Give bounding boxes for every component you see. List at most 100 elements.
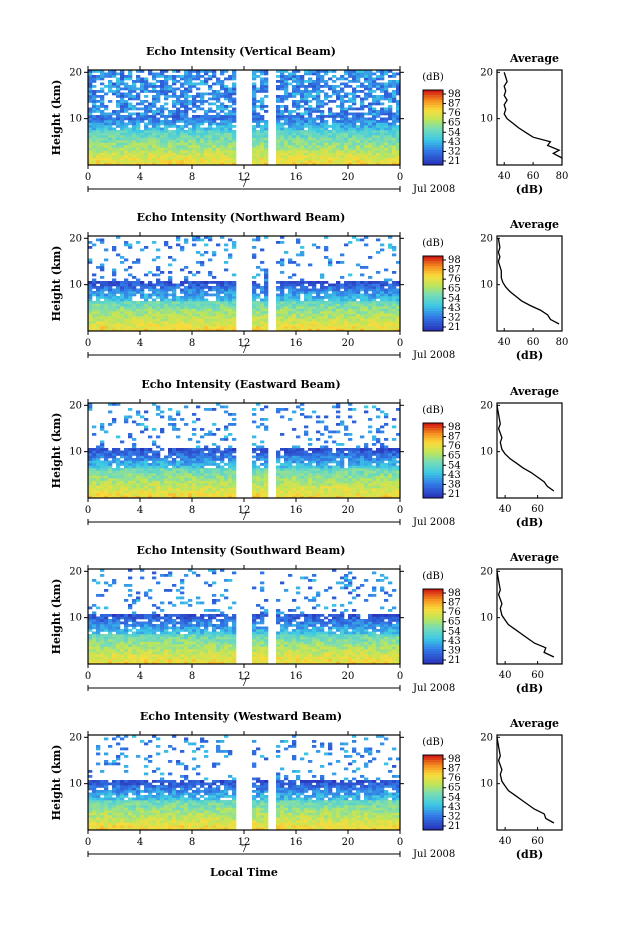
colorbar-cell — [423, 90, 443, 93]
colorbar-cell — [423, 649, 443, 652]
average-y-tick-label: 10 — [480, 280, 493, 291]
y-tick-label: 20 — [69, 566, 82, 577]
day-label: 7 — [241, 512, 247, 523]
average-profile — [496, 571, 555, 658]
colorbar-tick-label: 43 — [448, 303, 461, 314]
average-x-tick-label: 40 — [498, 171, 511, 182]
average-xlabel: (dB) — [516, 848, 543, 861]
colorbar-cell — [423, 812, 443, 816]
colorbar-tick-label: 21 — [448, 655, 461, 666]
colorbar-cell — [423, 762, 443, 766]
colorbar-tick-label: 21 — [448, 156, 461, 167]
colorbar-cell — [423, 122, 443, 126]
panel-1: Echo Intensity (Northward Beam) Height (k… — [50, 211, 568, 362]
colorbar-cell — [423, 601, 443, 605]
x-tick-label: 12 — [238, 172, 251, 183]
x-tick-label: 20 — [342, 338, 355, 349]
x-tick-label: 0 — [85, 671, 91, 682]
colorbar-cell — [423, 797, 443, 801]
colorbar-tick-label: 98 — [448, 588, 461, 599]
colorbar-cell — [423, 661, 443, 665]
colorbar-cell — [423, 624, 443, 627]
average-x-tick-label: 60 — [531, 836, 544, 847]
colorbar-tick-label: 43 — [448, 470, 461, 481]
colorbar-cell — [423, 777, 443, 781]
colorbar-cell — [423, 283, 443, 287]
y-axis-label: Height (km) — [50, 246, 63, 322]
colorbar-cell — [423, 488, 443, 491]
average-xlabel: (dB) — [516, 682, 543, 695]
panel-0: Echo Intensity (Vertical Beam) Height (km… — [50, 45, 568, 196]
colorbar-cell — [423, 463, 443, 466]
heatmap-cells — [88, 70, 401, 166]
colorbar-cell — [423, 614, 443, 617]
panel-title: Echo Intensity (Southward Beam) — [137, 544, 346, 557]
colorbar-cell — [423, 468, 443, 471]
colorbar-tick-label: 54 — [448, 792, 461, 803]
x-tick-label: 0 — [85, 505, 91, 516]
colorbar-cell — [423, 100, 443, 103]
x-tick-label: 16 — [290, 671, 303, 682]
date-label: Jul 2008 — [412, 350, 455, 361]
y-tick-label: 10 — [69, 447, 82, 458]
x-tick-label: 8 — [189, 837, 195, 848]
x-axis-label: Local Time — [210, 866, 278, 879]
colorbar-tick-label: 76 — [448, 773, 461, 784]
colorbar-cell — [423, 772, 443, 776]
colorbar-cell — [423, 458, 443, 461]
colorbar-unit: (dB) — [422, 72, 444, 83]
y-tick-label: 20 — [69, 732, 82, 743]
colorbar-cell — [423, 780, 443, 783]
colorbar-cell — [423, 795, 443, 798]
colorbar-cell — [423, 316, 443, 319]
colorbar-cell — [423, 609, 443, 612]
colorbar-tick-label: 87 — [448, 764, 461, 775]
colorbar-cell — [423, 815, 443, 818]
colorbar-cell — [423, 820, 443, 823]
colorbar-cell — [423, 266, 443, 269]
colorbar-tick-label: 76 — [448, 108, 461, 119]
colorbar-cell — [423, 594, 443, 597]
colorbar-cell — [423, 298, 443, 302]
colorbar-cell — [423, 110, 443, 113]
colorbar-cell — [423, 430, 443, 434]
colorbar-cell — [423, 641, 443, 645]
colorbar-cell — [423, 802, 443, 806]
colorbar-cell — [423, 445, 443, 449]
colorbar-cell — [423, 629, 443, 632]
average-title: Average — [509, 717, 559, 730]
day-label: 7 — [241, 844, 247, 855]
colorbar-cell — [423, 142, 443, 146]
colorbar-cell — [423, 160, 443, 163]
colorbar-cell — [423, 112, 443, 116]
x-tick-label: 8 — [189, 172, 195, 183]
colorbar-tick-label: 98 — [448, 255, 461, 266]
average-title: Average — [509, 218, 559, 231]
colorbar — [423, 90, 443, 166]
colorbar-cell — [423, 644, 443, 647]
colorbar-cell — [423, 611, 443, 615]
colorbar-tick-label: 98 — [448, 754, 461, 765]
average-profile — [496, 737, 555, 824]
x-tick-label: 0 — [85, 338, 91, 349]
colorbar-tick-label: 21 — [448, 489, 461, 500]
average-title: Average — [509, 385, 559, 398]
colorbar-tick-label: 87 — [448, 432, 461, 443]
colorbar-frame — [422, 255, 444, 332]
y-tick-label: 20 — [69, 233, 82, 244]
colorbar-cell — [423, 286, 443, 289]
x-tick-label: 20 — [342, 671, 355, 682]
average-y-tick-label: 20 — [480, 566, 493, 577]
colorbar-cell — [423, 97, 443, 101]
x-tick-label: 0 — [85, 837, 91, 848]
colorbar-tick-label: 39 — [448, 645, 461, 656]
colorbar-cell — [423, 827, 443, 831]
colorbar-cell — [423, 790, 443, 793]
heatmap-cells — [88, 735, 401, 831]
colorbar-cell — [423, 589, 443, 592]
y-tick-label: 20 — [69, 67, 82, 78]
colorbar-cell — [423, 485, 443, 489]
colorbar-tick-label: 98 — [448, 422, 461, 433]
colorbar-cell — [423, 455, 443, 459]
colorbar-cell — [423, 817, 443, 821]
